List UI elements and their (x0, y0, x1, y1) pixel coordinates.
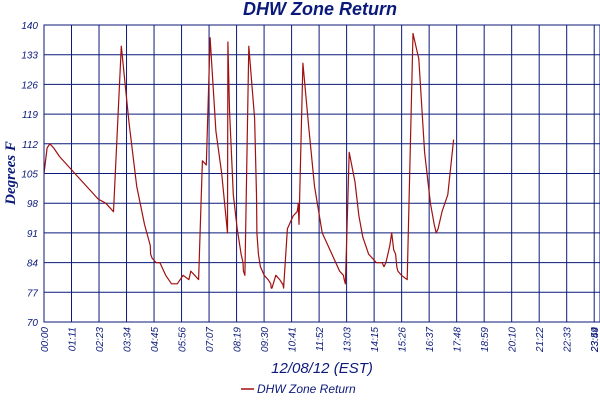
y-tick-label: 140 (21, 21, 38, 32)
x-tick-label: 14:15 (370, 327, 381, 352)
y-tick-label: 91 (27, 229, 38, 240)
x-tick-label: 22:33 (563, 327, 574, 353)
x-tick-label: 20:10 (508, 327, 519, 353)
x-tick-label: 23:59 (590, 327, 600, 353)
y-tick-label: 133 (21, 51, 38, 62)
x-tick-label: 07:07 (205, 327, 216, 352)
plot-frame (43, 24, 600, 323)
y-tick-label: 105 (21, 170, 38, 181)
y-tick-label: 126 (21, 80, 38, 91)
x-tick-label: 01:11 (68, 327, 79, 351)
x-tick-label: 08:19 (233, 327, 244, 352)
x-tick-label: 23:44 (590, 327, 600, 353)
x-tick-label: 04:45 (150, 327, 161, 352)
x-tick-label: 05:56 (178, 327, 189, 352)
grid (43, 24, 600, 323)
y-tick-label: 84 (27, 259, 39, 270)
x-tick-label: 16:37 (425, 327, 436, 352)
y-tick-label: 119 (22, 110, 38, 121)
x-tick-label: 17:48 (453, 327, 464, 352)
x-tick-label: 02:23 (95, 327, 106, 352)
x-tick-label: 18:59 (480, 327, 491, 352)
chart-title: DHW Zone Return (243, 0, 397, 19)
x-tick-label: 21:22 (535, 327, 546, 353)
y-tick-label: 98 (27, 199, 39, 210)
series-layer (43, 32, 455, 289)
y-axis-label: Degrees F (3, 141, 19, 206)
x-tick-label: 11:52 (315, 327, 326, 352)
series-line-dhw-zone-return (43, 32, 455, 289)
x-tick-label: 15:26 (398, 327, 409, 352)
y-tick-label: 70 (27, 318, 39, 329)
x-tick-label: 10:41 (288, 327, 299, 352)
y-tick-label: 77 (27, 288, 39, 299)
y-axis-ticks: 70 77 84 91 98 105 112 119 126 133 140 (21, 21, 38, 329)
x-tick-label: 13:03 (343, 327, 354, 352)
y-tick-label: 112 (22, 140, 38, 151)
x-axis-ticks: 00:00 01:11 02:23 03:34 04:45 05:56 07:07 08:19… (40, 327, 600, 353)
x-axis-label: 12/08/12 (EST) (271, 360, 373, 377)
legend-label: DHW Zone Return (257, 382, 356, 396)
legend: DHW Zone Return (241, 382, 356, 396)
x-tick-label: 09:30 (260, 327, 271, 352)
x-tick-label: 03:34 (123, 327, 134, 352)
x-tick-label: 00:00 (40, 327, 51, 352)
